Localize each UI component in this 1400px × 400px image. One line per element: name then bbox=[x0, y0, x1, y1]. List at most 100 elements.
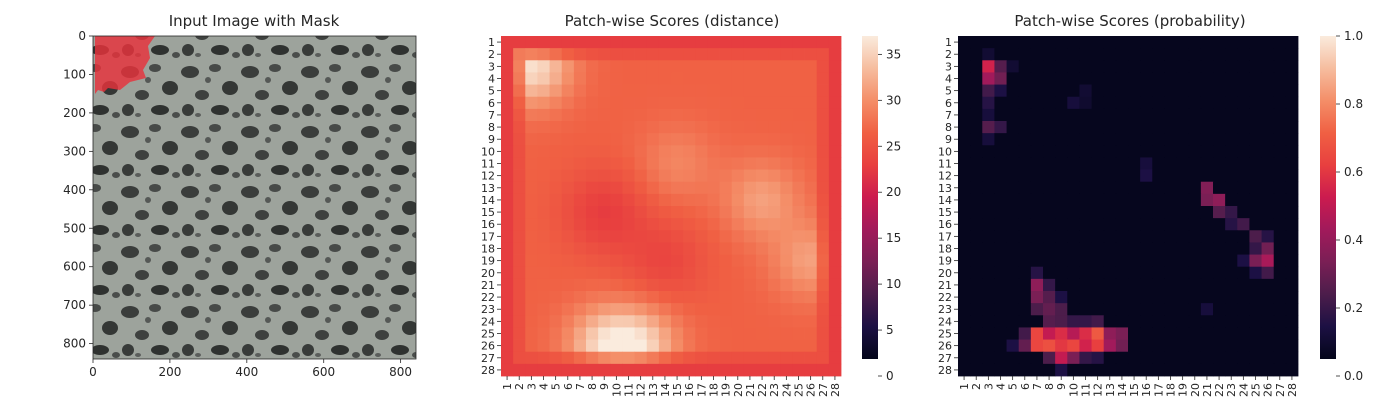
probability-cell bbox=[1285, 169, 1299, 183]
distance-cell bbox=[695, 230, 708, 243]
probability-cell bbox=[1030, 60, 1044, 73]
distance-column-tick-label: 10 bbox=[610, 383, 623, 397]
distance-cell bbox=[501, 266, 514, 280]
probability-cell bbox=[970, 327, 983, 340]
probability-cell bbox=[1140, 193, 1153, 207]
distance-cell bbox=[598, 84, 611, 98]
probability-cell bbox=[982, 36, 995, 49]
distance-cell bbox=[816, 339, 830, 353]
distance-cell bbox=[731, 254, 745, 268]
probability-cell bbox=[970, 48, 983, 61]
probability-cell bbox=[1261, 351, 1275, 365]
probability-cell bbox=[982, 72, 995, 85]
probability-cell bbox=[1213, 230, 1226, 243]
distance-cell bbox=[634, 121, 648, 134]
probability-cell bbox=[1188, 278, 1202, 292]
distance-cell bbox=[792, 278, 805, 292]
probability-cell bbox=[982, 327, 995, 340]
distance-cell bbox=[513, 278, 526, 292]
probability-cell bbox=[1043, 36, 1056, 49]
distance-cell bbox=[513, 157, 526, 170]
distance-column-tick-label: 2 bbox=[513, 383, 526, 390]
probability-cell bbox=[1018, 266, 1032, 280]
distance-cell bbox=[586, 327, 599, 340]
distance-row-ticks: 1234567891011121314151617181920212223242… bbox=[481, 36, 501, 377]
probability-cell bbox=[1261, 315, 1275, 328]
distance-cell bbox=[537, 339, 550, 353]
probability-cell bbox=[1164, 363, 1177, 377]
probability-column-tick-label: 18 bbox=[1165, 383, 1178, 397]
distance-cell bbox=[622, 84, 635, 98]
probability-cell bbox=[1164, 96, 1177, 110]
probability-cell bbox=[1152, 60, 1165, 73]
probability-cell bbox=[1273, 193, 1287, 207]
distance-row-tick-label: 11 bbox=[481, 158, 495, 171]
probability-cell bbox=[1128, 206, 1141, 219]
distance-cell bbox=[513, 303, 526, 316]
distance-cell bbox=[683, 96, 696, 110]
probability-cell bbox=[1188, 96, 1202, 110]
distance-cell bbox=[634, 230, 648, 243]
probability-cell bbox=[1176, 278, 1190, 292]
probability-cell bbox=[1152, 108, 1165, 122]
distance-cell bbox=[671, 315, 684, 328]
distance-cell bbox=[671, 121, 684, 134]
distance-cell bbox=[792, 181, 805, 195]
probability-cell bbox=[1261, 169, 1275, 183]
distance-cell bbox=[634, 193, 648, 207]
distance-cell bbox=[792, 48, 805, 61]
probability-cell bbox=[1018, 108, 1032, 122]
probability-cell bbox=[1030, 327, 1044, 340]
probability-cell bbox=[1091, 133, 1105, 146]
probability-column-tick-label: 3 bbox=[982, 383, 995, 390]
probability-cell bbox=[1249, 315, 1262, 328]
probability-cell bbox=[1055, 242, 1068, 255]
probability-column-tick-label: 8 bbox=[1043, 383, 1056, 390]
distance-column-tick-label: 22 bbox=[756, 383, 769, 397]
distance-cell bbox=[719, 133, 733, 146]
probability-cell bbox=[1079, 351, 1092, 365]
probability-column-tick-label: 12 bbox=[1092, 383, 1105, 397]
distance-cell bbox=[598, 133, 611, 146]
distance-cell bbox=[549, 48, 563, 61]
probability-row-tick-label: 8 bbox=[945, 121, 952, 134]
probability-cell bbox=[1030, 84, 1044, 98]
distance-cell bbox=[610, 303, 623, 316]
probability-cell bbox=[1249, 181, 1262, 195]
probability-cell bbox=[1285, 145, 1299, 158]
probability-cell bbox=[1043, 303, 1056, 316]
distance-cell bbox=[549, 169, 563, 183]
probability-cell bbox=[1285, 84, 1299, 98]
distance-cell bbox=[561, 96, 575, 110]
distance-cell bbox=[525, 303, 538, 316]
distance-cell bbox=[646, 157, 660, 170]
probability-cell bbox=[1273, 157, 1287, 170]
probability-cell bbox=[1273, 121, 1287, 134]
distance-row-tick-label: 10 bbox=[481, 145, 495, 158]
probability-cell bbox=[1213, 242, 1226, 255]
probability-cell bbox=[1006, 72, 1020, 85]
probability-cell bbox=[1055, 218, 1068, 231]
probability-cell bbox=[1006, 169, 1020, 183]
probability-cell bbox=[1164, 218, 1177, 231]
probability-cell bbox=[1164, 315, 1177, 328]
probability-cell bbox=[1128, 363, 1141, 377]
probability-cell bbox=[1115, 206, 1129, 219]
distance-cell bbox=[549, 278, 563, 292]
distance-column-tick-label: 24 bbox=[780, 383, 793, 397]
distance-cell bbox=[586, 72, 599, 85]
distance-cell bbox=[646, 242, 660, 255]
probability-cell bbox=[1067, 206, 1080, 219]
distance-cell bbox=[537, 315, 550, 328]
distance-cell bbox=[573, 339, 587, 353]
probability-cell bbox=[1079, 291, 1092, 304]
distance-cell bbox=[513, 121, 526, 134]
distance-cell bbox=[622, 36, 635, 49]
distance-cell bbox=[780, 351, 793, 365]
probability-cell bbox=[970, 60, 983, 73]
probability-cell bbox=[1273, 84, 1287, 98]
distance-cell bbox=[501, 84, 514, 98]
distance-cell bbox=[743, 121, 757, 134]
distance-cell bbox=[622, 48, 635, 61]
distance-cell bbox=[828, 157, 842, 170]
